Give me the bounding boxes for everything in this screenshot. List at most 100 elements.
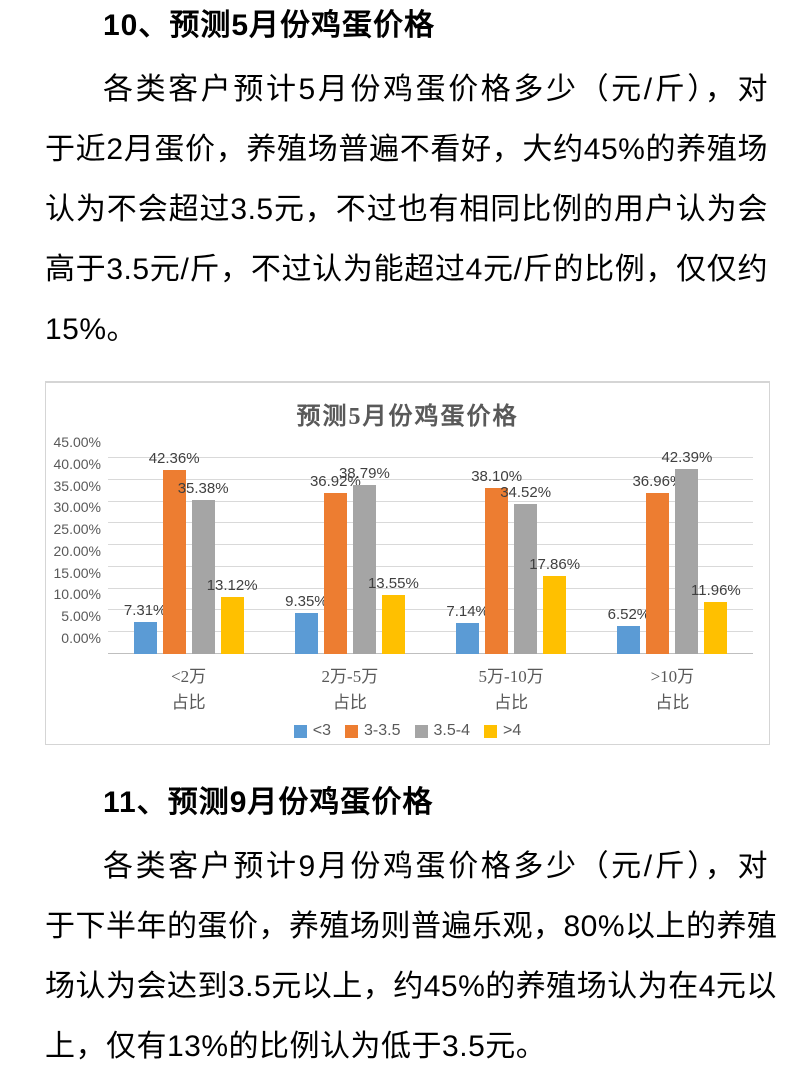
y-axis-tick-label: 0.00% [61, 630, 101, 646]
bar-<3: 7.14% [446, 603, 489, 654]
paragraph-line: 于下半年的蛋价，养殖场则普遍乐观，80%以上的养殖 [45, 910, 778, 943]
bar-data-label: 11.96% [690, 581, 741, 599]
bar-data-label: 38.79% [338, 465, 390, 483]
bar-3-3.5: 42.36% [149, 450, 200, 654]
bar-data-label: 7.31% [123, 602, 167, 620]
legend-label: 3.5-4 [433, 722, 470, 739]
chart-plot-area: 0.00% 5.00% 10.00% 15.00% 20.00% 25.00% 30.00%… [54, 434, 753, 654]
chart-legend: <3 3-3.5 3.5-4 >4 [46, 722, 769, 740]
bar-3.5-4: 35.38% [178, 480, 229, 654]
x-axis-category-label: 2万-5万占比 [269, 664, 430, 716]
gridline [108, 522, 753, 524]
category-name: <2万 [171, 667, 207, 686]
bar-<3: 6.52% [608, 606, 650, 654]
bar-group: 7.31% 42.36% 35.38% 13.12% [108, 450, 269, 654]
bar->4: 13.55% [368, 575, 419, 654]
legend-item: <3 [293, 722, 332, 740]
y-axis-tick-label: 40.00% [53, 455, 101, 472]
gridline [108, 457, 753, 458]
bar-group: 6.52% 36.96% 42.39% 11.96% [592, 449, 753, 654]
paragraph-line: 各类客户预计5月份鸡蛋价格多少（元/斤），对 [103, 73, 768, 106]
legend-label: <3 [312, 722, 332, 739]
gridline [108, 500, 753, 502]
legend-item: 3-3.5 [345, 722, 401, 740]
y-axis-tick-label: 10.00% [53, 586, 101, 603]
bar-data-label: 35.38% [177, 479, 229, 497]
legend-swatch-icon [345, 724, 359, 738]
y-axis-tick-label: 35.00% [53, 477, 101, 494]
y-axis-tick-label: 30.00% [53, 499, 101, 516]
gridline [108, 478, 753, 480]
egg-price-bar-chart: 预测5月份鸡蛋价格 0.00% 5.00% 10.00% 15.00% 20.00% 25… [45, 381, 770, 745]
bar-3.5-4: 42.39% [661, 449, 712, 654]
paragraph-line: 各类客户预计9月份鸡蛋价格多少（元/斤），对 [103, 850, 768, 883]
bar->4: 13.12% [207, 577, 258, 654]
bar-group: 7.14% 38.10% 34.52% 17.86% [431, 458, 592, 654]
category-subtext: 占比 [171, 693, 206, 712]
bar-group: 9.35% 36.92% 38.79% 13.55% [269, 458, 430, 654]
legend-label: >4 [502, 722, 522, 739]
bar-3.5-4: 38.79% [339, 465, 390, 654]
bar-data-label: 13.12% [206, 576, 258, 594]
bar-data-label: 42.36% [148, 449, 200, 467]
gridline [108, 609, 753, 611]
legend-swatch-icon [483, 724, 497, 738]
section-11-paragraph: 各类客户预计9月份鸡蛋价格多少（元/斤），对 于下半年的蛋价，养殖场则普遍乐观，… [45, 837, 778, 1077]
bar->4: 11.96% [691, 582, 741, 654]
category-name: >10万 [650, 667, 695, 686]
bar-data-label: 36.92% [309, 473, 361, 491]
bar-data-label: 34.52% [500, 483, 552, 501]
category-subtext: 占比 [655, 693, 690, 712]
category-name: 5万-10万 [478, 667, 544, 686]
bar-data-label: 17.86% [529, 556, 581, 574]
bar->4: 17.86% [529, 556, 580, 654]
bar-3-3.5: 36.96% [632, 473, 683, 654]
bar-data-label: 42.39% [661, 449, 713, 467]
legend-label: 3-3.5 [364, 722, 401, 739]
legend-swatch-icon [414, 724, 428, 738]
gridline [108, 631, 753, 633]
y-axis-tick-label: 45.00% [53, 434, 101, 450]
paragraph-line: 高于3.5元/斤，不过认为能超过4元/斤的比例，仅仅约 [45, 253, 768, 286]
bar-data-label: 13.55% [367, 574, 419, 592]
paragraph-line: 于近2月蛋价，养殖场普遍不看好，大约45%的养殖场 [45, 133, 768, 166]
y-axis-tick-label: 15.00% [53, 564, 101, 581]
bar-<3: 7.31% [124, 602, 166, 654]
y-axis-tick-label: 25.00% [53, 521, 101, 538]
x-axis-category-label: <2万占比 [108, 664, 269, 716]
legend-swatch-icon [293, 724, 307, 738]
section-10-paragraph: 各类客户预计5月份鸡蛋价格多少（元/斤），对 于近2月蛋价，养殖场普遍不看好，大… [45, 60, 768, 360]
paragraph-line: 上，仅有13%的比例认为低于3.5元。 [45, 1030, 547, 1063]
chart-title: 预测5月份鸡蛋价格 [296, 404, 519, 430]
bar-3.5-4: 34.52% [500, 484, 551, 654]
x-axis-category-label: >10万占比 [592, 664, 753, 716]
y-axis-tick-label: 5.00% [61, 608, 101, 625]
bar-data-label: 38.10% [471, 468, 523, 486]
gridline [108, 544, 753, 546]
gridline [108, 587, 753, 589]
legend-item: 3.5-4 [414, 722, 470, 740]
bar-data-label: 36.96% [632, 473, 684, 491]
y-axis-tick-label: 20.00% [53, 542, 101, 559]
document-content: 10、预测5月份鸡蛋价格 各类客户预计5月份鸡蛋价格多少（元/斤），对 于近2月… [0, 8, 810, 1077]
x-axis-category-label: 5万-10万 占比 [431, 664, 592, 716]
legend-item: >4 [483, 722, 522, 740]
bar-3-3.5: 36.92% [310, 473, 361, 654]
bar-data-label: 7.14% [446, 602, 489, 620]
section-10-heading: 10、预测5月份鸡蛋价格 [103, 9, 436, 42]
section-11-heading: 11、预测9月份鸡蛋价格 [103, 786, 434, 819]
category-name: 2万-5万 [321, 667, 379, 686]
category-subtext: 占比 [332, 693, 367, 712]
paragraph-line: 15%。 [45, 313, 138, 346]
gridline [108, 565, 753, 567]
paragraph-line: 认为不会超过3.5元，不过也有相同比例的用户认为会 [45, 193, 768, 226]
category-subtext: 占比 [494, 693, 529, 712]
bar-data-label: 6.52% [607, 605, 651, 623]
bar-<3: 9.35% [285, 593, 328, 654]
chart-x-axis-labels: <2万 占比 2万-5万 占比 5万-10万 占比 >10万 占比 [108, 664, 753, 716]
paragraph-line: 场认为会达到3.5元以上，约45%的养殖场认为在4元以 [45, 970, 777, 1003]
bar-3-3.5: 38.10% [471, 468, 522, 654]
bar-data-label: 9.35% [285, 593, 328, 611]
x-axis-line [108, 653, 753, 654]
bar-groups: 7.31% 42.36% 35.38% 13.12% 9.35% 36.92% 38.79%… [108, 449, 753, 654]
